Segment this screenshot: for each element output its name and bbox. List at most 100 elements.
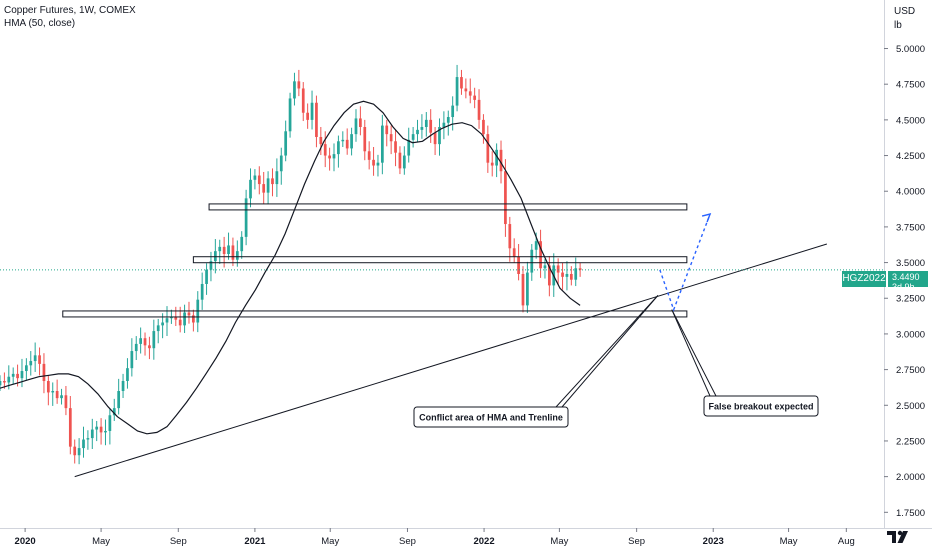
candle-body bbox=[156, 325, 160, 332]
candle-body bbox=[416, 129, 419, 135]
candle-body bbox=[95, 426, 99, 430]
candle-body bbox=[209, 261, 213, 270]
x-tick-label: Aug bbox=[838, 536, 855, 547]
candle-body bbox=[490, 162, 494, 166]
candle-body bbox=[530, 249, 534, 273]
candle-body bbox=[380, 125, 384, 163]
candle-body bbox=[451, 105, 455, 118]
candle-body bbox=[512, 248, 516, 257]
candle-body bbox=[297, 81, 301, 89]
candle-body bbox=[376, 162, 380, 166]
chart-plot-area[interactable] bbox=[0, 0, 932, 529]
candle-body bbox=[108, 415, 112, 431]
candle-body bbox=[7, 376, 11, 383]
candle-body bbox=[363, 127, 367, 152]
candle-body bbox=[126, 368, 129, 382]
candle-body bbox=[253, 175, 257, 180]
candle-body bbox=[350, 134, 353, 149]
candle-body bbox=[556, 265, 560, 273]
candle-body bbox=[187, 312, 191, 316]
candle-body bbox=[64, 395, 68, 409]
last-price: 3.4490 bbox=[892, 272, 920, 282]
callout-conflict-text: Conflict area of HMA and Trenline bbox=[419, 413, 563, 423]
y-tick-label: 3.5000 bbox=[896, 258, 925, 269]
candle-body bbox=[38, 355, 41, 364]
candle-body bbox=[77, 448, 81, 456]
candle-body bbox=[446, 117, 450, 123]
candle-body bbox=[279, 155, 283, 172]
y-tick-label: 4.0000 bbox=[896, 187, 925, 198]
time-axis[interactable]: 2020 May Sep 2021 May Sep 2022 May Sep 2023 May Aug bbox=[15, 528, 855, 547]
candles-series bbox=[0, 64, 582, 465]
candle-body bbox=[301, 88, 305, 113]
candle-body bbox=[402, 155, 406, 169]
candle-body bbox=[266, 178, 270, 193]
candle-body bbox=[25, 365, 28, 372]
candle-body bbox=[60, 395, 63, 399]
tradingview-logo-icon[interactable] bbox=[885, 528, 915, 546]
candle-body bbox=[46, 381, 50, 393]
candle-body bbox=[565, 273, 569, 277]
candle-body bbox=[51, 391, 55, 393]
bar-countdown: 3d 9h bbox=[892, 282, 915, 292]
callout-box bbox=[703, 395, 819, 417]
candle-body bbox=[121, 381, 125, 392]
candle-body bbox=[249, 179, 252, 199]
candle-body bbox=[521, 273, 525, 306]
candle-body bbox=[486, 134, 490, 163]
candle-body bbox=[244, 198, 248, 237]
candle-body bbox=[389, 134, 393, 142]
y-tick-label: 2.0000 bbox=[896, 472, 925, 483]
candle-body bbox=[354, 118, 358, 135]
y-tick-label: 2.2500 bbox=[896, 436, 925, 447]
projection-arrowhead bbox=[701, 213, 712, 223]
candle-body bbox=[112, 408, 116, 416]
candle-body bbox=[323, 144, 327, 156]
candle-body bbox=[183, 312, 186, 326]
callout-connector bbox=[671, 309, 717, 397]
candle-body bbox=[288, 98, 292, 132]
candle-body bbox=[306, 112, 310, 120]
candle-body bbox=[574, 268, 578, 280]
support-resistance-zone bbox=[192, 256, 688, 264]
candle-body bbox=[477, 99, 481, 120]
drawings-layer[interactable]: Conflict area of HMA and Trenline False b… bbox=[0, 203, 884, 478]
candle-body bbox=[341, 139, 345, 142]
callout-breakout-text: False breakout expected bbox=[708, 402, 813, 412]
candle-body bbox=[165, 318, 169, 323]
x-tick-label: Sep bbox=[399, 536, 416, 547]
callout-connector bbox=[555, 295, 659, 408]
candle-body bbox=[42, 363, 46, 382]
y-tick-label: 3.7500 bbox=[896, 222, 925, 233]
candle-body bbox=[543, 265, 547, 269]
candle-body bbox=[332, 154, 336, 159]
candle-body bbox=[117, 391, 121, 409]
candle-body bbox=[90, 429, 94, 439]
projection-path bbox=[659, 213, 711, 312]
candle-body bbox=[218, 246, 222, 252]
candle-body bbox=[284, 131, 288, 156]
candle-body bbox=[385, 125, 389, 135]
candle-body bbox=[222, 246, 226, 255]
candle-body bbox=[192, 315, 195, 323]
candle-body bbox=[310, 102, 314, 120]
y-tick-label: 4.2500 bbox=[896, 151, 925, 162]
x-tick-label: May bbox=[92, 536, 110, 547]
candle-body bbox=[569, 273, 573, 280]
y-tick-label: 2.7500 bbox=[896, 365, 925, 376]
candle-body bbox=[130, 351, 134, 369]
x-tick-label: 2023 bbox=[703, 536, 724, 547]
candle-body bbox=[257, 175, 261, 185]
plot-background bbox=[0, 0, 884, 528]
x-tick-label: 2022 bbox=[473, 536, 494, 547]
candle-body bbox=[460, 77, 463, 89]
candle-body bbox=[345, 139, 349, 149]
candle-body bbox=[337, 141, 340, 155]
support-resistance-zone bbox=[62, 310, 688, 318]
candle-body bbox=[433, 132, 437, 145]
candle-body bbox=[20, 371, 24, 379]
price-axis[interactable]: 5.0000 4.7500 4.5000 4.2500 4.0000 3.7500 3.50… bbox=[884, 44, 925, 519]
candle-body bbox=[473, 95, 477, 100]
hma-path bbox=[0, 100, 581, 435]
